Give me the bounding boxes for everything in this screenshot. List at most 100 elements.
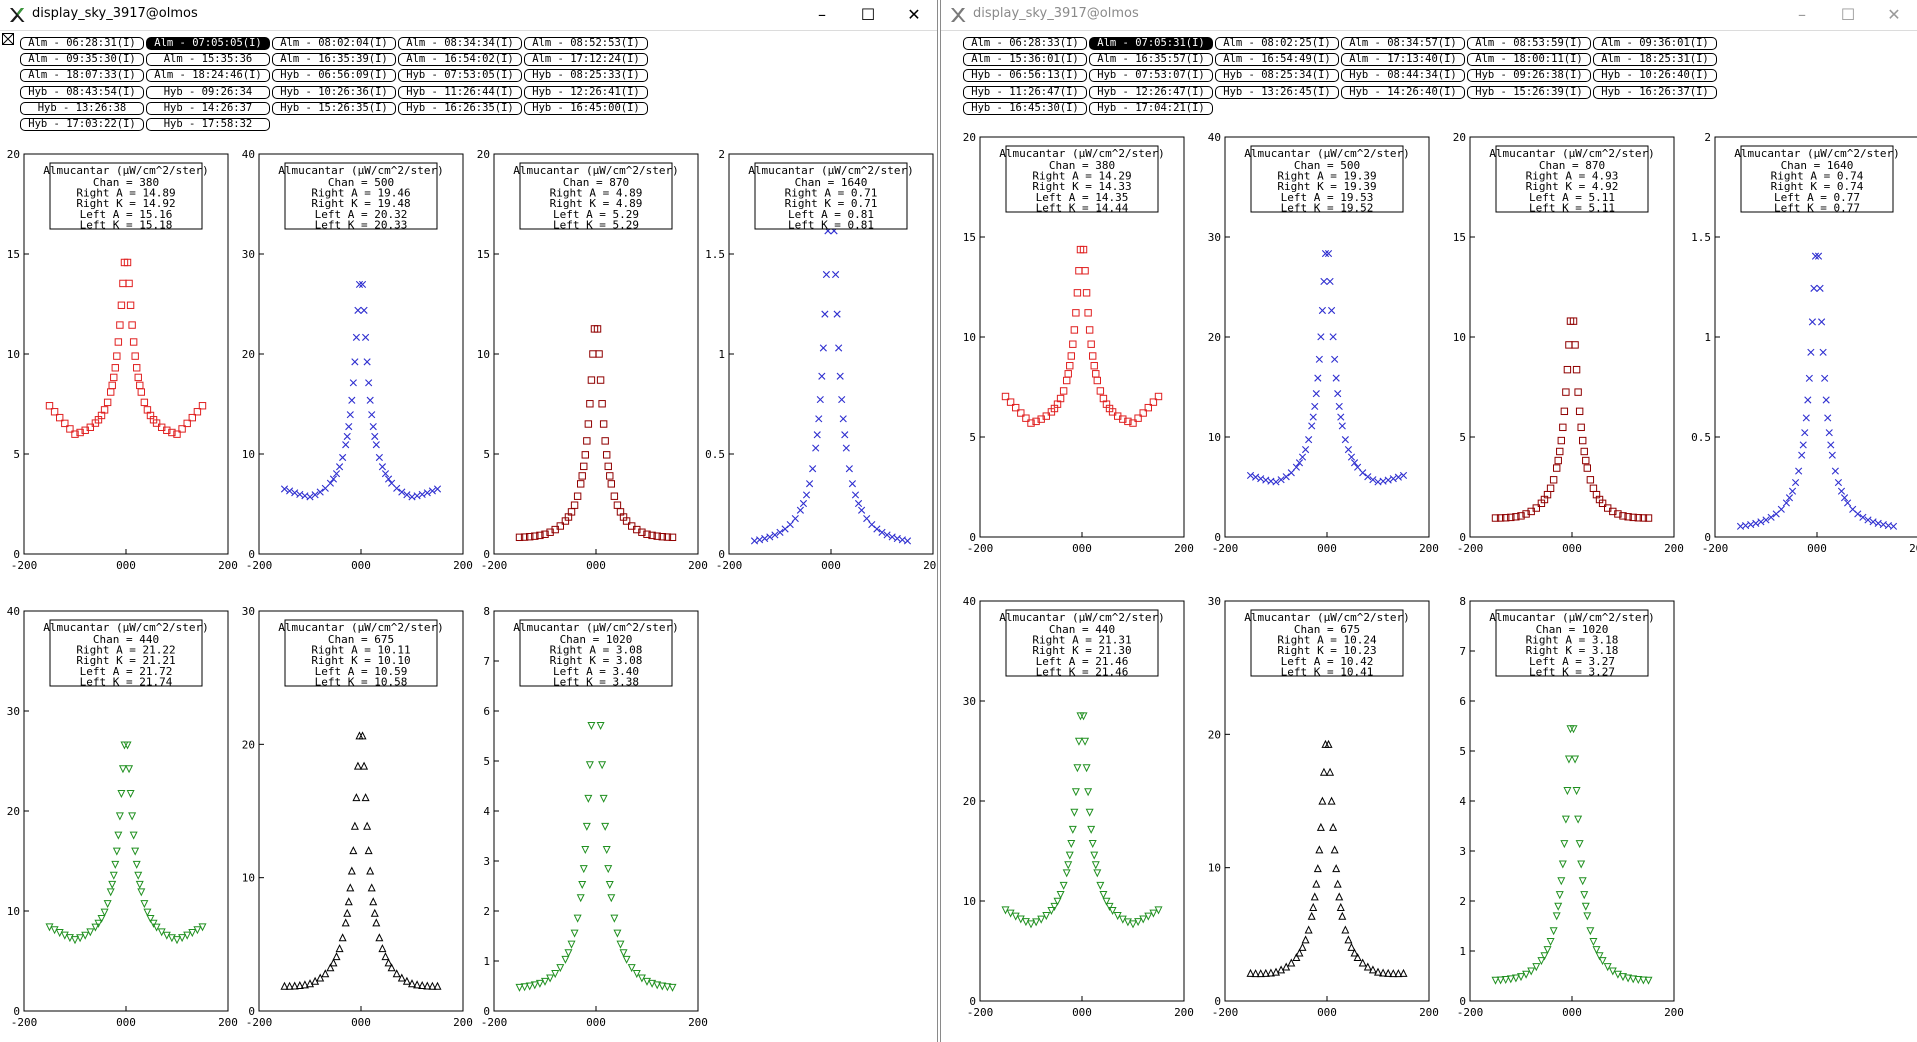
session-button[interactable]: Hyb - 17:03:22(I) <box>20 118 144 131</box>
data-point <box>129 338 138 346</box>
session-button[interactable]: Hyb - 14:26:40(I) <box>1341 85 1465 99</box>
data-point <box>329 475 338 483</box>
session-button[interactable]: Hyb - 11:26:47(I) <box>963 85 1087 99</box>
session-button[interactable]: Hyb - 10:26:36(I) <box>272 85 396 99</box>
data-point <box>1074 737 1083 746</box>
close-box-icon[interactable] <box>2 33 14 45</box>
legend-line: Right K = 3.08 <box>550 654 643 667</box>
y-tick-label: 5 <box>1459 745 1466 758</box>
session-button[interactable]: Hyb - 15:26:39(I) <box>1467 85 1591 99</box>
data-point <box>805 480 814 488</box>
session-button[interactable]: Hyb - 17:04:21(I) <box>1089 101 1213 115</box>
y-tick-label: 0 <box>969 995 976 1008</box>
data-point <box>1144 912 1153 921</box>
session-button[interactable]: Hyb - 08:44:34(I) <box>1341 69 1465 83</box>
legend-line: Right A = 10.11 <box>311 644 410 657</box>
data-point <box>1070 808 1079 817</box>
session-button[interactable]: Alm - 08:02:04(I) <box>272 37 396 50</box>
session-button[interactable]: Hyb - 11:26:44(I) <box>398 85 522 99</box>
data-point <box>135 880 144 889</box>
data-point <box>1067 839 1076 848</box>
data-point <box>81 426 89 434</box>
session-button[interactable]: Hyb - 08:25:33(I) <box>524 69 648 83</box>
data-point <box>1561 815 1570 824</box>
session-button[interactable]: Hyb - 14:26:37 <box>146 101 270 115</box>
session-button[interactable]: Alm - 08:53:59(I) <box>1467 37 1591 50</box>
session-button[interactable]: Hyb - 16:26:35(I) <box>398 101 522 115</box>
session-button[interactable]: Alm - 06:28:31(I) <box>20 37 144 50</box>
session-button[interactable]: Hyb - 17:58:32 <box>146 118 270 131</box>
data-point <box>1546 938 1555 947</box>
legend-line: Right K = 0.71 <box>785 197 878 210</box>
session-button[interactable]: Alm - 15:35:36 <box>146 53 270 67</box>
legend-line: Right K = 21.30 <box>1032 644 1131 657</box>
close-button[interactable]: ✕ <box>907 5 921 24</box>
data-point <box>1577 860 1586 869</box>
session-button[interactable]: Alm - 18:25:31(I) <box>1593 53 1717 67</box>
maximize-button[interactable]: ☐ <box>1840 5 1856 24</box>
y-tick-label: 4 <box>483 805 490 818</box>
session-button[interactable]: Alm - 08:34:34(I) <box>398 37 522 50</box>
session-button[interactable]: Alm - 16:54:02(I) <box>398 53 522 67</box>
session-button[interactable]: Alm - 18:24:46(I) <box>146 69 270 83</box>
titlebar[interactable]: display_sky_3917@olmos – ☐ ✕ <box>0 0 937 31</box>
session-button[interactable]: Alm - 07:05:05(I) <box>146 37 270 50</box>
session-button[interactable]: Hyb - 06:56:13(I) <box>963 69 1087 83</box>
session-button[interactable]: Hyb - 13:26:38 <box>20 101 144 115</box>
session-button[interactable]: Hyb - 06:56:09(I) <box>272 69 396 83</box>
session-button[interactable]: Hyb - 12:26:41(I) <box>524 85 648 99</box>
session-button[interactable]: Alm - 17:12:24(I) <box>524 53 648 67</box>
session-button[interactable]: Alm - 16:35:57(I) <box>1089 53 1213 67</box>
data-point <box>1799 441 1807 449</box>
session-button[interactable]: Alm - 06:28:33(I) <box>963 37 1087 50</box>
session-button[interactable]: Alm - 09:36:01(I) <box>1593 37 1717 50</box>
titlebar[interactable]: display_sky_3917@olmos – ☐ ✕ <box>941 0 1917 31</box>
maximize-button[interactable]: ☐ <box>860 5 876 24</box>
session-button[interactable]: Alm - 08:34:57(I) <box>1341 37 1465 50</box>
session-button[interactable]: Hyb - 16:45:30(I) <box>963 101 1087 115</box>
session-button[interactable]: Hyb - 16:26:37(I) <box>1593 85 1717 99</box>
session-button[interactable]: Alm - 08:52:53(I) <box>524 37 648 50</box>
x-tick-label: 200 <box>453 559 473 572</box>
data-point <box>428 487 436 495</box>
y-tick-label: 10 <box>7 348 20 361</box>
data-point <box>1022 414 1030 422</box>
session-button[interactable]: Hyb - 15:26:35(I) <box>272 101 396 115</box>
minimize-button[interactable]: – <box>818 5 826 24</box>
data-point <box>598 400 606 408</box>
legend-line: Chan = 380 <box>93 176 159 189</box>
session-button[interactable]: Hyb - 08:25:34(I) <box>1215 69 1339 83</box>
minimize-button[interactable]: – <box>1798 5 1806 24</box>
session-button[interactable]: Hyb - 09:26:34 <box>146 85 270 99</box>
y-tick-label: 5 <box>969 431 976 444</box>
session-button[interactable]: Alm - 15:36:01(I) <box>963 53 1087 67</box>
session-button[interactable]: Alm - 07:05:31(I) <box>1089 37 1213 50</box>
data-point <box>1329 333 1337 341</box>
session-button[interactable]: Hyb - 07:53:07(I) <box>1089 69 1213 83</box>
session-button[interactable]: Alm - 09:35:30(I) <box>20 53 144 67</box>
session-button[interactable]: Hyb - 16:45:00(I) <box>524 101 648 115</box>
data-point <box>1379 968 1388 977</box>
data-point <box>358 280 367 289</box>
data-point <box>1277 476 1285 484</box>
data-point <box>1129 419 1137 427</box>
session-button[interactable]: Alm - 17:13:40(I) <box>1341 53 1465 67</box>
session-button[interactable]: Hyb - 08:43:54(I) <box>20 85 144 99</box>
session-button[interactable]: Hyb - 13:26:45(I) <box>1215 85 1339 99</box>
data-point <box>1512 513 1520 521</box>
session-button[interactable]: Alm - 08:02:25(I) <box>1215 37 1339 50</box>
session-button[interactable]: Alm - 18:00:11(I) <box>1467 53 1591 67</box>
session-button[interactable]: Alm - 18:07:33(I) <box>20 69 144 83</box>
session-button[interactable]: Alm - 16:54:49(I) <box>1215 53 1339 67</box>
session-button[interactable]: Hyb - 09:26:38(I) <box>1467 69 1591 83</box>
data-point <box>1619 512 1627 520</box>
data-point <box>556 964 565 973</box>
session-button[interactable]: Hyb - 07:53:05(I) <box>398 69 522 83</box>
session-button[interactable]: Alm - 16:35:39(I) <box>272 53 396 67</box>
close-button[interactable]: ✕ <box>1887 5 1901 24</box>
session-button[interactable]: Hyb - 10:26:40(I) <box>1593 69 1717 83</box>
data-point <box>1059 881 1068 890</box>
legend-box <box>1005 609 1159 677</box>
session-button[interactable]: Hyb - 12:26:47(I) <box>1089 85 1213 99</box>
data-point <box>668 533 677 542</box>
